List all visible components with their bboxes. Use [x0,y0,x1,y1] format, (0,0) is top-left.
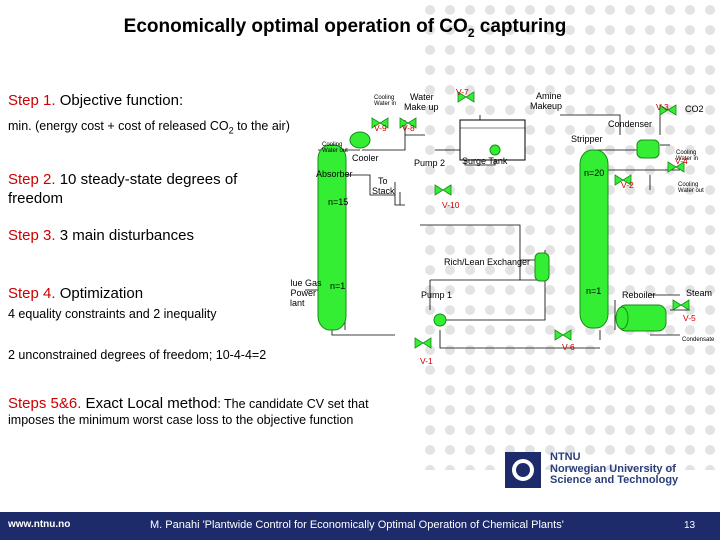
stripper-label: Stripper [571,134,603,144]
amine-makeup-label: Amine Makeup [530,91,562,111]
valve-v5-label: V-5 [683,313,696,323]
surge-tank-label: Surge Tank [462,156,508,166]
absorber-n15-label: n=15 [328,197,348,207]
valve-v2-label: V-2 [621,180,634,190]
step-1-heading: Step 1. Objective function: [8,92,184,109]
steps-5-6-note: imposes the minimum worst case loss to t… [8,413,354,427]
steam-label: Steam [686,288,712,298]
valve-v9-label: V-9 [374,123,387,133]
page-title: Economically optimal operation of CO2 ca… [123,16,567,40]
valve-v6-label: V-6 [562,342,575,352]
cooling-water-out-label: Cooling Water out [322,142,348,154]
rich-lean-exchanger-label: Rich/Lean Exchanger [444,257,530,267]
degrees-of-freedom-text: 2 unconstrained degrees of freedom; 10-4… [8,348,267,362]
pump-2-label: Pump 2 [414,158,445,168]
footer-citation: M. Panahi 'Plantwide Control for Economi… [150,519,564,531]
condensate-label: Condensate [682,337,715,343]
reboiler-label: Reboiler [622,290,656,300]
steps-5-6-heading: Steps 5&6. Exact Local method: The candi… [8,395,369,412]
valve-v10-label: V-10 [442,200,460,210]
valve-v4-label: V-4 [675,156,688,166]
valve-v3-label: V-3 [656,102,669,112]
footer-url[interactable]: www.ntnu.no [8,519,71,530]
cooling-water-in-label: Cooling Water in [374,95,396,107]
valve-v1-label: V-1 [420,356,433,366]
condenser-cooling-water-out-label: Cooling Water out [678,182,704,194]
flue-gas-label: Flue Gasfrom PowerPlant [290,278,322,308]
cooler-label: Cooler [352,153,379,163]
co2-label: CO2 [685,104,704,114]
stripper-n1-label: n=1 [586,286,601,296]
ntnu-name: NTNU Norwegian University of Science and… [550,451,679,486]
water-makeup-label: Water Make up [404,92,439,112]
footer-bar: www.ntnu.no M. Panahi 'Plantwide Control… [0,512,720,540]
pump-1-label: Pump 1 [421,290,452,300]
condenser-label: Condenser [608,119,652,129]
page-number: 13 [684,520,696,531]
absorber-n1-label: n=1 [330,281,345,291]
constraints-text: 4 equality constraints and 2 inequality [8,307,217,321]
step-3-heading: Step 3. 3 main disturbances [8,227,194,244]
condenser-cooling-water-in-label: Cooling Water in [676,150,698,162]
valve-v7-label: V-7 [456,87,469,97]
stripper-n20-label: n=20 [584,168,604,178]
ntnu-logo [505,452,541,488]
absorber-label: Absorber [316,169,353,179]
valve-v8-label: V-8 [402,123,415,133]
objective-function-text: min. (energy cost + cost of released CO2… [8,119,290,136]
step-2-heading: Step 2. 10 steady-state degrees of freedo… [8,171,238,207]
process-flow-diagram: Water Make up Amine Makeup Cooling Water in… [290,87,715,366]
step-4-heading: Step 4. Optimization [8,285,144,302]
to-stack-label: To Stack [372,176,395,196]
